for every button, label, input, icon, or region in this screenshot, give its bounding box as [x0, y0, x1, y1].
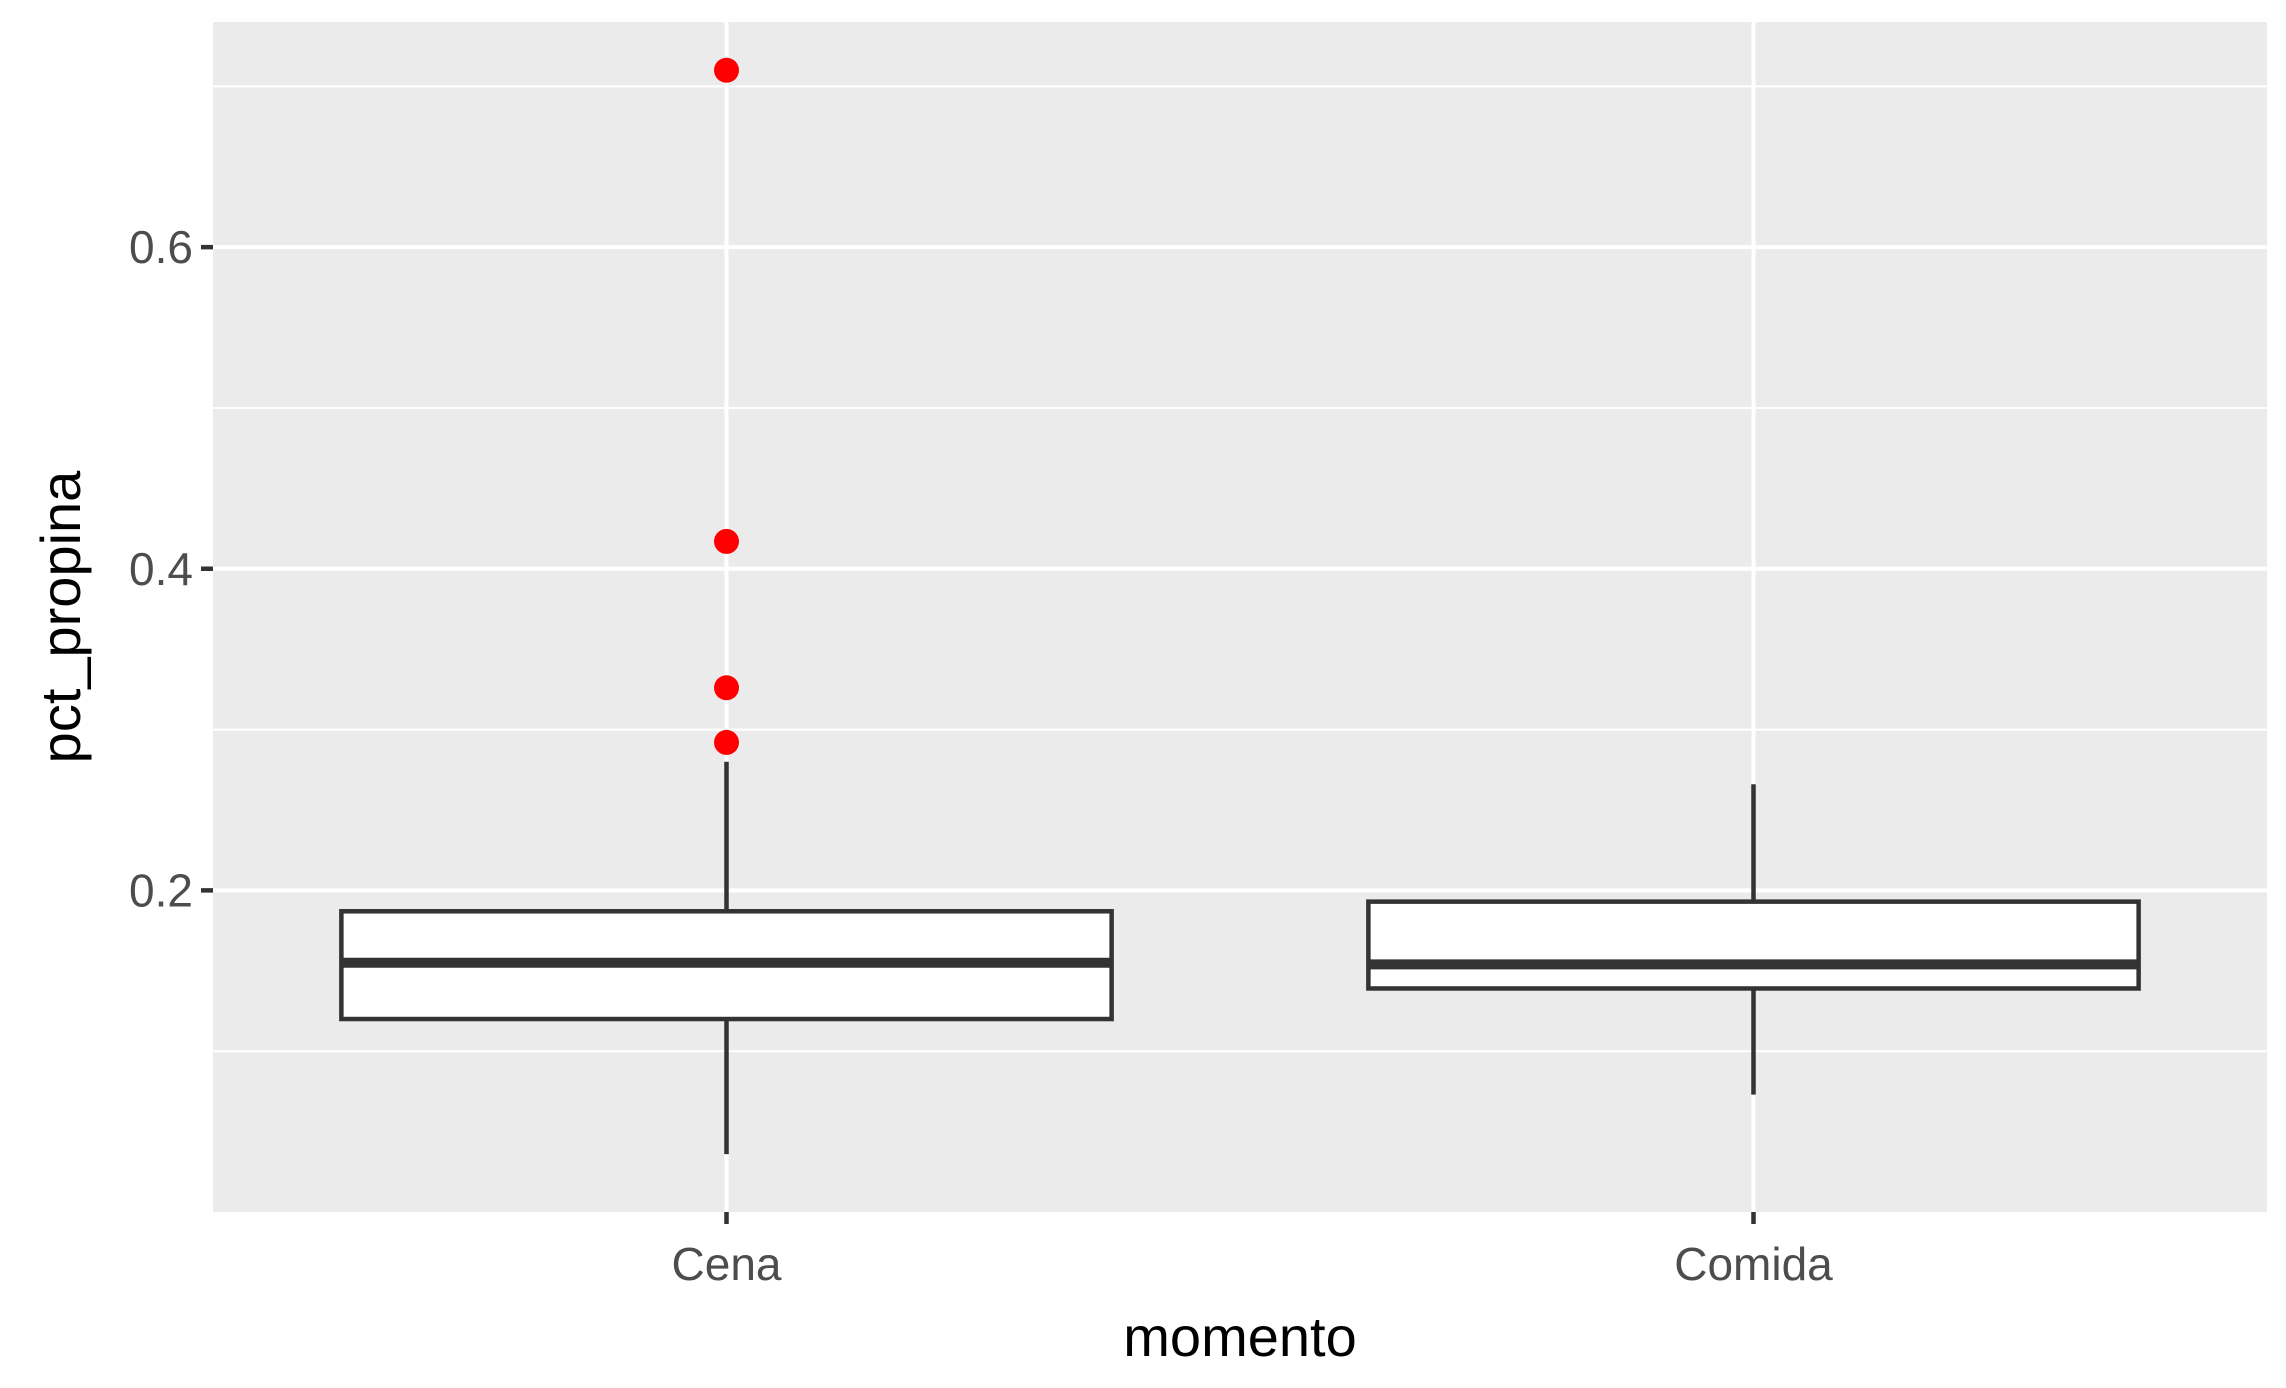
plot-panel: [213, 22, 2267, 1212]
outlier-point: [714, 675, 739, 701]
box-iqr: [1366, 899, 2141, 991]
box-cena: [339, 761, 1114, 1155]
y-axis-title: pct_propina: [29, 470, 92, 764]
box-comida: [1366, 784, 2141, 1095]
grid-lines: [213, 22, 2267, 1212]
axes-group: 0.2 0.4 0.6 Cena Comida: [129, 221, 1833, 1290]
outliers-group: [714, 57, 739, 755]
outlier-point: [714, 729, 739, 755]
x-tick-label: Cena: [672, 1238, 782, 1290]
y-tick-label: 0.4: [129, 543, 193, 595]
y-tick-label: 0.6: [129, 221, 193, 273]
y-tick-label: 0.2: [129, 864, 193, 916]
x-axis-title: momento: [1123, 1305, 1356, 1368]
boxes-group: [339, 761, 2141, 1155]
x-tick-label: Comida: [1674, 1238, 1833, 1290]
outlier-point: [714, 528, 739, 554]
outlier-point: [714, 57, 739, 83]
